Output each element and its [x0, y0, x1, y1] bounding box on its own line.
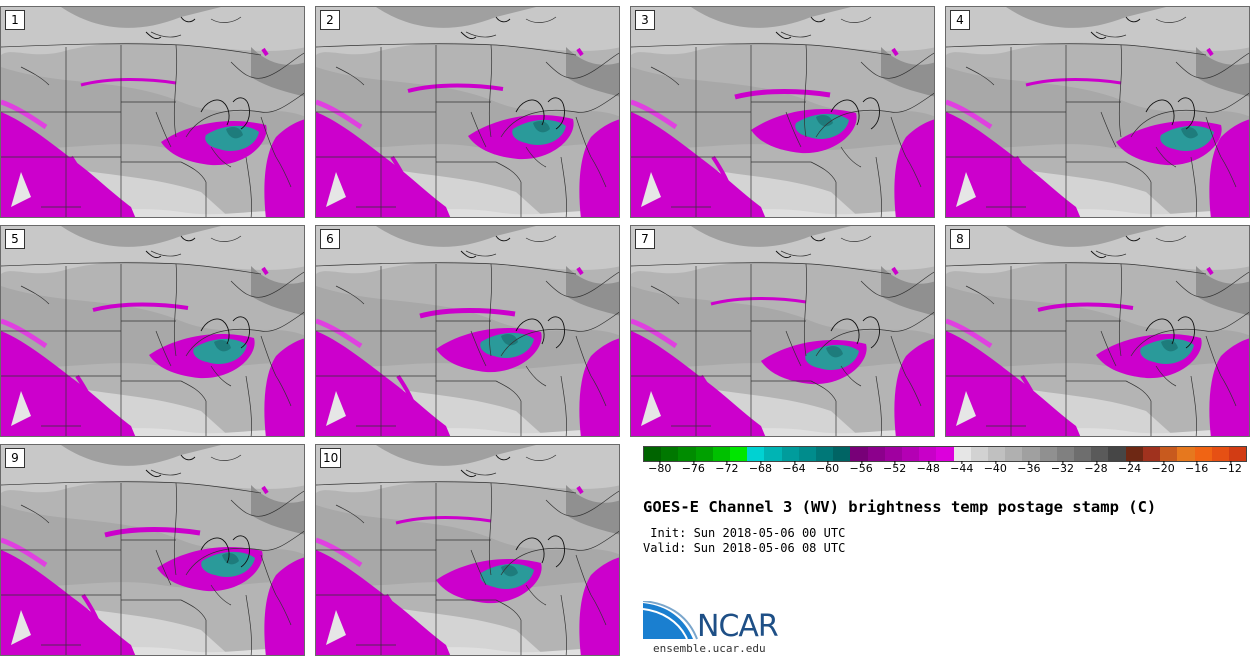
- colorbar-swatch: [1160, 447, 1178, 461]
- colorbar-swatch: [764, 447, 782, 461]
- map-canvas: [946, 226, 1249, 436]
- postage-stamp-panel: 10: [315, 444, 620, 656]
- colorbar-swatch: [678, 447, 696, 461]
- postage-stamp-panel: 5: [0, 225, 305, 437]
- source-url[interactable]: ensemble.ucar.edu: [653, 642, 766, 655]
- panel-number-label: 8: [950, 229, 970, 249]
- colorbar-ticks: −80 −76 −72 −68 −64 −60 −56 −52 −48 −44 −40 −36 −32−…: [643, 461, 1247, 482]
- panel-number-label: 7: [635, 229, 655, 249]
- postage-stamp-panel: 8: [945, 225, 1250, 437]
- postage-stamp-panel: 9: [0, 444, 305, 656]
- ncar-logo-text: NCAR: [697, 609, 779, 644]
- colorbar-tick-label: −52: [883, 461, 907, 475]
- colorbar-swatch: [970, 447, 989, 461]
- colorbar-swatch: [953, 447, 971, 461]
- colorbar-swatch: [730, 447, 748, 461]
- colorbar-swatch: [695, 447, 713, 461]
- figure-title: GOES-E Channel 3 (WV) brightness temp po…: [643, 498, 1157, 516]
- colorbar-swatch: [867, 447, 885, 461]
- colorbar-tick-label: −16: [1185, 461, 1209, 475]
- colorbar-swatch: [1125, 447, 1143, 461]
- colorbar-tick-label: −20: [1151, 461, 1175, 475]
- colorbar-tick-label: −24: [1117, 461, 1142, 475]
- colorbar-tick-label: −64: [782, 461, 806, 475]
- colorbar-tick-label: −48: [916, 461, 940, 475]
- colorbar: [643, 446, 1247, 462]
- colorbar-swatch: [1005, 447, 1023, 461]
- colorbar-tick-label: −72: [715, 461, 739, 475]
- map-canvas: [1, 7, 304, 217]
- ncar-logo-icon: [643, 601, 698, 640]
- colorbar-swatch: [1211, 447, 1229, 461]
- colorbar-swatch: [988, 447, 1006, 461]
- colorbar-swatch: [850, 447, 868, 461]
- panel-number-label: 6: [320, 229, 340, 249]
- colorbar-swatch: [1228, 447, 1247, 461]
- postage-stamp-panel: 4: [945, 6, 1250, 218]
- colorbar-swatch: [902, 447, 920, 461]
- map-canvas: [631, 226, 934, 436]
- colorbar-swatch: [798, 447, 817, 461]
- colorbar-swatch: [661, 447, 679, 461]
- colorbar-swatch: [1056, 447, 1075, 461]
- colorbar-swatch: [1091, 447, 1109, 461]
- colorbar-tick-label: −68: [748, 461, 773, 475]
- postage-stamp-panel: 1: [0, 6, 305, 218]
- colorbar-swatch: [1108, 447, 1126, 461]
- colorbar-swatch: [919, 447, 937, 461]
- panel-number-label: 1: [5, 10, 25, 30]
- colorbar-swatch: [833, 447, 851, 461]
- colorbar-tick-label: −28: [1084, 461, 1108, 475]
- colorbar-tick-label: −76: [681, 461, 705, 475]
- panel-number-label: 3: [635, 10, 655, 30]
- postage-stamp-panel: 2: [315, 6, 620, 218]
- colorbar-swatch: [1039, 447, 1057, 461]
- panel-number-label: 2: [320, 10, 340, 30]
- colorbar-swatch: [1022, 447, 1040, 461]
- panel-number-label: 5: [5, 229, 25, 249]
- postage-stamp-panel: 3: [630, 6, 935, 218]
- colorbar-swatch: [816, 447, 834, 461]
- init-time: Init: Sun 2018-05-06 00 UTC: [643, 526, 846, 540]
- colorbar-tick-label: −80: [648, 461, 672, 475]
- colorbar-swatch: [1177, 447, 1195, 461]
- colorbar-tick-label: −12: [1218, 461, 1242, 475]
- postage-stamp-panel: 6: [315, 225, 620, 437]
- map-canvas: [631, 7, 934, 217]
- map-canvas: [316, 445, 619, 655]
- colorbar-tick-label: −56: [849, 461, 873, 475]
- postage-stamp-panel: 7: [630, 225, 935, 437]
- colorbar-swatch: [644, 447, 662, 461]
- colorbar-swatch: [884, 447, 903, 461]
- colorbar-tick-label: −60: [815, 461, 840, 475]
- colorbar-tick-label: −44: [950, 461, 974, 475]
- map-canvas: [1, 445, 304, 655]
- colorbar-swatch: [1074, 447, 1092, 461]
- map-canvas: [316, 7, 619, 217]
- colorbar-swatch: [1142, 447, 1161, 461]
- colorbar-tick-label: −36: [1017, 461, 1041, 475]
- colorbar-tick-label: −32: [1050, 461, 1075, 475]
- valid-time: Valid: Sun 2018-05-06 08 UTC: [643, 541, 846, 555]
- map-canvas: [946, 7, 1249, 217]
- map-canvas: [316, 226, 619, 436]
- colorbar-tick-label: −40: [983, 461, 1007, 475]
- colorbar-swatch: [1194, 447, 1212, 461]
- panel-number-label: 10: [320, 448, 342, 468]
- panel-number-label: 4: [950, 10, 970, 30]
- colorbar-swatch: [747, 447, 765, 461]
- colorbar-swatch: [712, 447, 731, 461]
- colorbar-swatch: [936, 447, 954, 461]
- colorbar-swatch: [781, 447, 799, 461]
- panel-number-label: 9: [5, 448, 25, 468]
- map-canvas: [1, 226, 304, 436]
